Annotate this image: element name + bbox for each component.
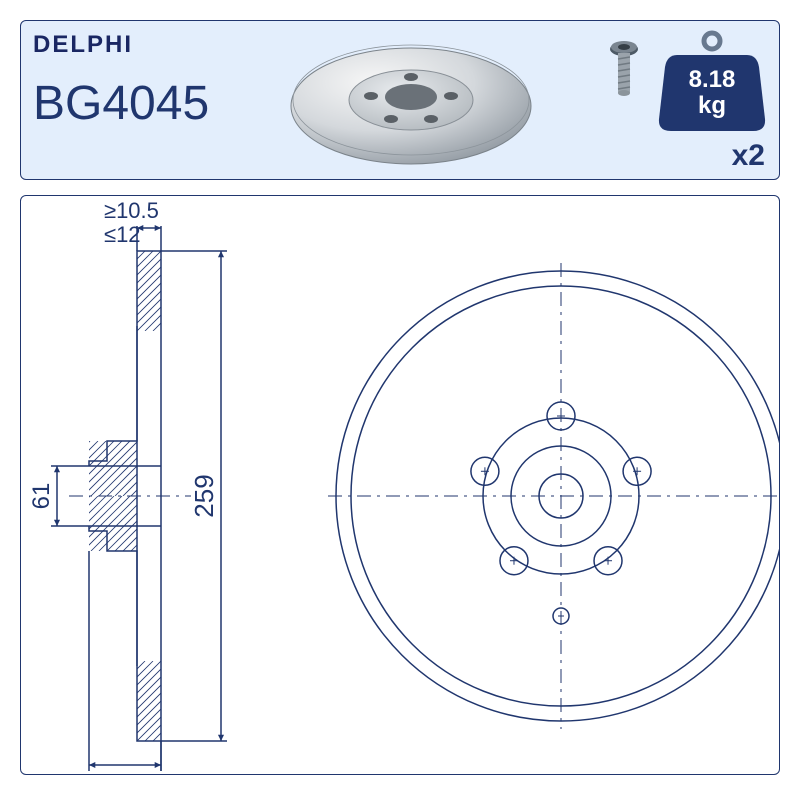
bolt-icon (604, 37, 644, 107)
svg-text:259: 259 (189, 474, 219, 517)
diagram-panel: ≥10.5≤12 259 61 41 (20, 195, 780, 775)
svg-text:≥10.5: ≥10.5 (104, 198, 159, 223)
svg-text:41: 41 (112, 770, 139, 774)
weight-value: 8.18 (689, 66, 736, 93)
weight-badge: 8.18 kg (657, 27, 767, 137)
technical-drawing: ≥10.5≤12 259 61 41 (21, 196, 779, 774)
weight-unit: kg (698, 92, 726, 119)
svg-text:≤12: ≤12 (104, 222, 141, 247)
svg-text:61: 61 (28, 483, 55, 510)
quantity-label: x2 (732, 139, 765, 173)
header-band: DELPHI BG4045 (20, 20, 780, 180)
